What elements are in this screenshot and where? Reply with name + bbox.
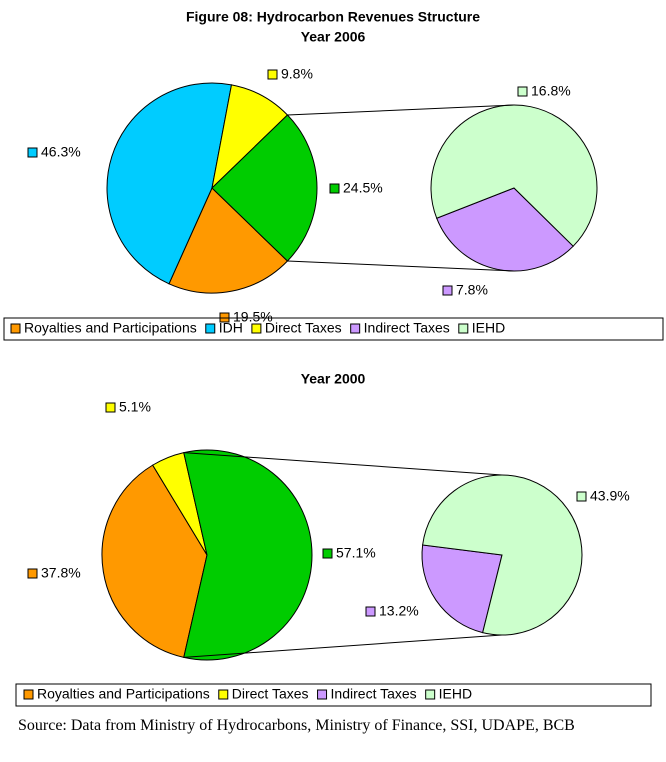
- legend-marker: [350, 323, 361, 334]
- label-marker: [517, 86, 528, 97]
- legend-marker: [218, 689, 229, 700]
- chart-title: Figure 08: Hydrocarbon Revenues Structur…: [186, 9, 480, 25]
- data-label: 9.8%: [281, 66, 313, 82]
- chart: Figure 08: Hydrocarbon Revenues Structur…: [3, 9, 664, 707]
- data-label: 16.8%: [531, 83, 571, 99]
- data-label: 37.8%: [41, 565, 81, 581]
- legend-box: [3, 317, 664, 341]
- legend-marker: [23, 689, 34, 700]
- data-label: 46.3%: [41, 144, 81, 160]
- legend-label: IEHD: [439, 686, 472, 702]
- label-marker: [442, 285, 453, 296]
- pie-slice: [101, 464, 208, 658]
- source-note: Source: Data from Ministry of Hydrocarbo…: [18, 717, 575, 734]
- connector: [183, 634, 503, 658]
- label-marker: [576, 491, 587, 502]
- pie-slice: [436, 187, 574, 272]
- data-label: 43.9%: [590, 488, 630, 504]
- legend-box: [15, 683, 652, 707]
- legend-marker: [317, 689, 328, 700]
- label-marker: [267, 69, 278, 80]
- legend-marker: [205, 323, 216, 334]
- legend-marker: [425, 689, 436, 700]
- label-marker: [27, 568, 38, 579]
- legend-label: Direct Taxes: [265, 320, 342, 336]
- legend-label: IDH: [219, 320, 243, 336]
- legend-label: Royalties and Participations: [37, 686, 210, 702]
- legend-label: Indirect Taxes: [364, 320, 450, 336]
- chart-subtitle: Year 2006: [301, 29, 366, 45]
- pie-slice: [106, 82, 233, 285]
- pie-slice: [211, 114, 318, 262]
- legend-marker: [458, 323, 469, 334]
- label-marker: [365, 606, 376, 617]
- pie-slice: [430, 104, 598, 247]
- connector: [287, 104, 515, 116]
- data-label: 5.1%: [119, 399, 151, 415]
- legend-label: Royalties and Participations: [24, 320, 197, 336]
- pie-slice: [421, 544, 503, 634]
- data-label: 13.2%: [379, 603, 419, 619]
- label-marker: [27, 147, 38, 158]
- legend-label: IEHD: [472, 320, 505, 336]
- legend-marker: [251, 323, 262, 334]
- data-label: 19.5%: [233, 309, 273, 325]
- pie-slice: [183, 449, 313, 661]
- legend-marker: [10, 323, 21, 334]
- data-label: 24.5%: [343, 180, 383, 196]
- connector: [183, 452, 503, 476]
- pie-slice: [168, 187, 289, 294]
- label-marker: [329, 183, 340, 194]
- label-marker: [322, 548, 333, 559]
- legend-label: Direct Taxes: [232, 686, 309, 702]
- data-label: 57.1%: [336, 545, 376, 561]
- legend-label: Indirect Taxes: [331, 686, 417, 702]
- label-marker: [105, 402, 116, 413]
- connector: [287, 260, 515, 272]
- data-label: 7.8%: [456, 282, 488, 298]
- chart-title: Year 2000: [301, 371, 366, 387]
- pie-slice: [422, 474, 583, 636]
